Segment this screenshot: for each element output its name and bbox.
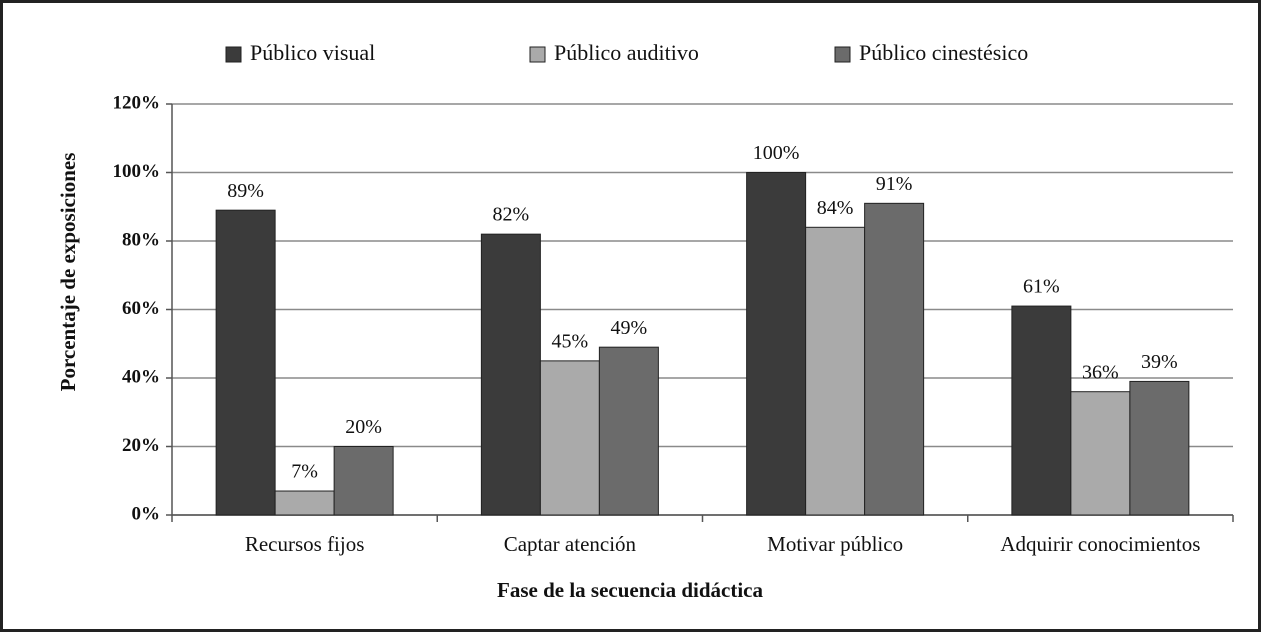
bar	[598, 346, 659, 516]
bar	[215, 209, 276, 516]
y-tick-label: 40%	[122, 366, 160, 387]
value-label: 36%	[1082, 361, 1119, 383]
value-label: 7%	[291, 461, 318, 483]
value-label: 49%	[611, 317, 648, 339]
legend-swatch	[225, 46, 242, 63]
y-axis-title: Porcentaje de exposiciones	[56, 153, 80, 392]
bar	[539, 360, 600, 516]
x-tick-label: Recursos fijos	[245, 532, 365, 556]
x-tick-label: Captar atención	[504, 532, 637, 556]
y-tick-label: 20%	[122, 435, 160, 456]
x-tick-label: Motivar público	[767, 532, 903, 556]
bar	[1129, 380, 1190, 516]
y-tick-label: 120%	[113, 92, 161, 113]
legend-label: Público cinestésico	[859, 40, 1028, 65]
y-tick-label: 100%	[113, 161, 161, 182]
bar	[746, 172, 807, 516]
value-label: 89%	[227, 180, 264, 202]
bar	[480, 233, 541, 516]
bar	[333, 446, 394, 516]
legend-swatch	[834, 46, 851, 63]
bar	[864, 202, 925, 516]
y-tick-label: 80%	[122, 229, 160, 250]
legend-label: Público visual	[250, 40, 375, 65]
bar	[1070, 391, 1131, 516]
value-label: 82%	[493, 204, 530, 226]
bar	[805, 226, 866, 516]
value-label: 84%	[817, 197, 854, 219]
value-label: 20%	[345, 416, 382, 438]
value-label: 61%	[1023, 276, 1060, 298]
y-tick-label: 60%	[122, 298, 160, 319]
value-label: 100%	[753, 142, 800, 164]
legend-label: Público auditivo	[554, 40, 699, 65]
bar	[274, 490, 335, 516]
y-tick-label: 0%	[132, 503, 161, 524]
value-label: 39%	[1141, 351, 1178, 373]
bar	[1011, 305, 1072, 516]
x-tick-label: Adquirir conocimientos	[1000, 532, 1200, 556]
legend-swatch	[529, 46, 546, 63]
value-label: 91%	[876, 173, 913, 195]
x-axis-title: Fase de la secuencia didáctica	[497, 578, 763, 602]
value-label: 45%	[552, 330, 589, 352]
